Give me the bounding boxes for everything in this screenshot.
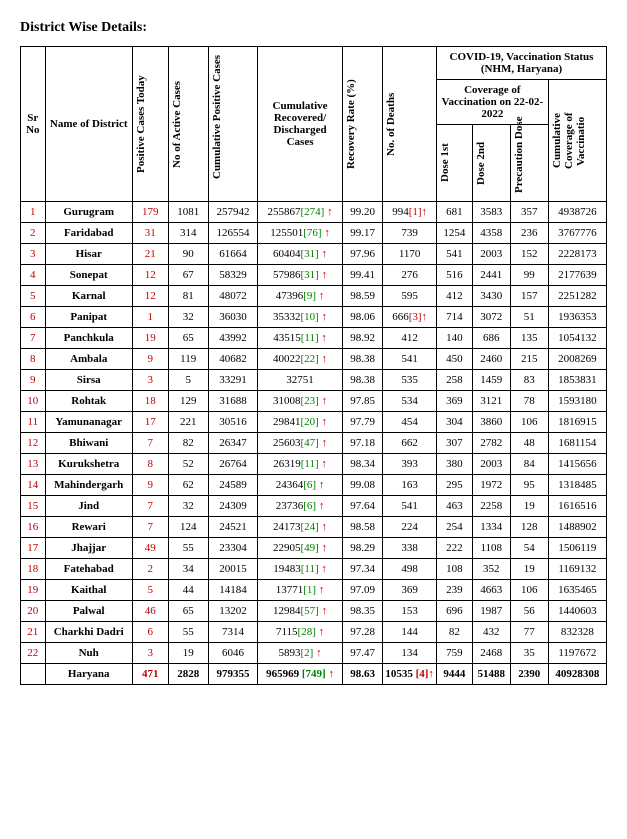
col-pos-today: Positive Cases Today — [132, 47, 168, 202]
table-row: 5Karnal12814807247396[9] ↑98.59595412343… — [21, 286, 607, 307]
col-name: Name of District — [45, 47, 132, 202]
table-row: 13Kurukshetra8522676426319[11] ↑98.34393… — [21, 454, 607, 475]
table-row: 7Panchkula19654399243515[11] ↑98.9241214… — [21, 328, 607, 349]
table-row: 18Fatehabad2342001519483[11] ↑97.3449810… — [21, 559, 607, 580]
col-cum-pos: Cumulative Positive Cases — [208, 47, 257, 202]
table-row: 17Jhajjar49552330422905[49] ↑98.29338222… — [21, 538, 607, 559]
table-row: 10Rohtak181293168831008[23] ↑97.85534369… — [21, 391, 607, 412]
table-row: 2Faridabad31314126554125501[76] ↑99.1773… — [21, 223, 607, 244]
table-row: 14Mahindergarh9622458924364[6] ↑99.08163… — [21, 475, 607, 496]
col-cum-rec: Cumulative Recovered/ Discharged Cases — [258, 47, 343, 202]
col-recov: Recovery Rate (%) — [343, 47, 383, 202]
col-dose2: Dose 2nd — [472, 125, 510, 202]
col-prec: Precaution Dose — [510, 125, 548, 202]
table-row: 16Rewari71242452124173[24] ↑98.582242541… — [21, 517, 607, 538]
table-row: 8Ambala91194068240022[22] ↑98.3854145024… — [21, 349, 607, 370]
table-row: 19Kaithal5441418413771[1] ↑97.0936923946… — [21, 580, 607, 601]
total-row: Haryana4712828979355965969 [749] ↑98.631… — [21, 664, 607, 685]
table-row: 9Sirsa35332913275198.3853525814598318538… — [21, 370, 607, 391]
table-row: 3Hisar21906166460404[31] ↑97.96117054120… — [21, 244, 607, 265]
col-cum-cov: Cumulative Coverage of Vaccinatio — [548, 80, 606, 202]
table-row: 6Panipat1323603035332[10] ↑98.06666[3]↑7… — [21, 307, 607, 328]
table-row: 15Jind7322430923736[6] ↑97.6454146322581… — [21, 496, 607, 517]
table-row: 22Nuh31960465893[2] ↑97.4713475924683511… — [21, 643, 607, 664]
district-table: Sr No Name of District Positive Cases To… — [20, 46, 607, 685]
col-vacc-group: COVID-19, Vaccination Status (NHM, Harya… — [436, 47, 606, 80]
table-row: 12Bhiwani7822634725603[47] ↑97.186623072… — [21, 433, 607, 454]
table-row: 1Gurugram1791081257942255867[274] ↑99.20… — [21, 202, 607, 223]
table-row: 4Sonepat12675832957986[31] ↑99.412765162… — [21, 265, 607, 286]
table-row: 11Yamunanagar172213051629841[20] ↑97.794… — [21, 412, 607, 433]
col-sr: Sr No — [21, 47, 46, 202]
col-dose1: Dose 1st — [436, 125, 472, 202]
table-row: 21Charkhi Dadri65573147115[28] ↑97.28144… — [21, 622, 607, 643]
col-deaths: No. of Deaths — [383, 47, 437, 202]
col-active: No of Active Cases — [168, 47, 208, 202]
col-cov-vacc: Coverage of Vaccination on 22-02-2022 — [436, 80, 548, 125]
page-title: District Wise Details: — [20, 20, 607, 36]
table-row: 20Palwal46651320212984[57] ↑98.351536961… — [21, 601, 607, 622]
